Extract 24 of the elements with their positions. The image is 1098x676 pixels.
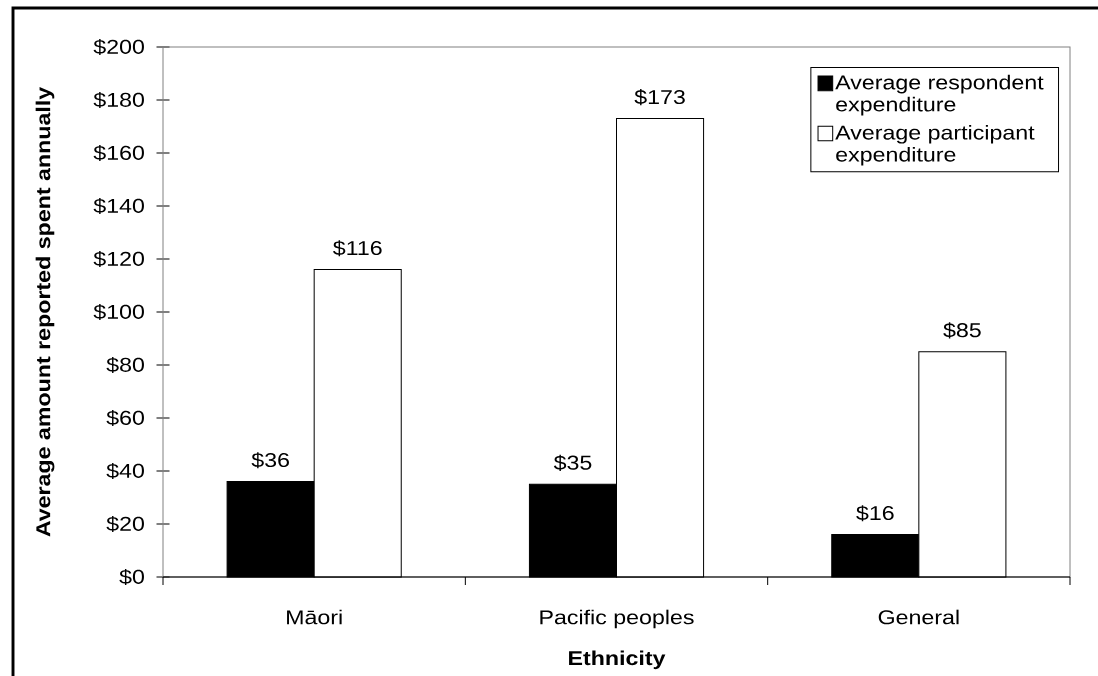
x-axis-title: Ethnicity xyxy=(569,650,666,670)
data-label: $173 xyxy=(634,89,685,106)
legend-label: Average respondent expenditure xyxy=(835,74,1044,116)
y-tick-label: $200 xyxy=(93,38,144,56)
legend-label: Average participant expenditure xyxy=(835,124,1035,166)
data-label: $35 xyxy=(553,454,592,471)
data-label: $16 xyxy=(856,505,894,522)
y-tick-label: $40 xyxy=(106,462,144,480)
y-tick-label: $60 xyxy=(106,409,144,427)
y-tick-label: $0 xyxy=(119,568,144,586)
x-tick-label: General xyxy=(878,609,959,625)
y-axis-title: Average amount reported spent annually xyxy=(35,86,55,537)
x-tick-label: Māori xyxy=(287,609,342,625)
data-label: $116 xyxy=(333,240,382,257)
data-label: $85 xyxy=(943,322,981,339)
data-label: $36 xyxy=(251,452,289,469)
x-tick-label: Pacific peoples xyxy=(540,609,694,629)
y-tick-label: $80 xyxy=(106,356,144,374)
y-tick-label: $20 xyxy=(106,515,144,533)
y-tick-label: $100 xyxy=(93,303,144,321)
y-tick-label: $140 xyxy=(93,197,144,215)
y-tick-label: $160 xyxy=(93,144,144,162)
y-tick-label: $180 xyxy=(93,91,144,109)
y-tick-label: $120 xyxy=(93,250,144,268)
